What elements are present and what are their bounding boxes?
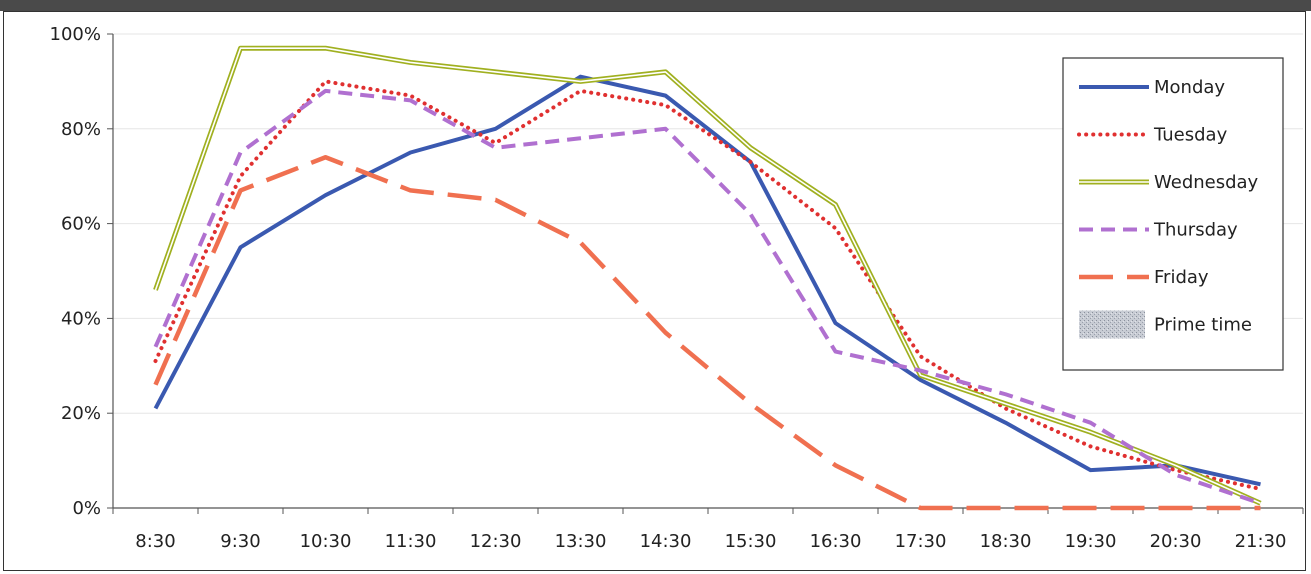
y-tick-label: 0% xyxy=(72,498,101,519)
legend-item-prime-time: Prime time xyxy=(1079,310,1252,339)
x-tick-label: 18:30 xyxy=(980,531,1032,552)
chart-border xyxy=(3,11,1306,571)
legend-label: Monday xyxy=(1154,77,1225,98)
y-axis-ticks: 0% 20% 40% 60% 80% 100% xyxy=(50,24,113,519)
y-tick-label: 100% xyxy=(50,24,101,45)
legend-swatch-pattern xyxy=(1079,310,1145,339)
x-tick-label: 12:30 xyxy=(470,531,522,552)
series-line-inner xyxy=(154,47,1261,504)
series-line xyxy=(153,154,1261,511)
x-tick-label: 13:30 xyxy=(555,531,607,552)
legend-label: Tuesday xyxy=(1153,125,1228,146)
legend-item-thursday: Thursday xyxy=(1079,220,1238,241)
y-tick-label: 40% xyxy=(61,308,101,329)
series-tuesday xyxy=(153,79,1263,492)
x-axis-ticks: 8:30 9:30 10:30 11:30 12:30 13:30 14:30 15:30 16… xyxy=(112,508,1304,552)
series-line xyxy=(153,88,1262,506)
series-monday xyxy=(153,74,1261,487)
x-tick-label: 8:30 xyxy=(135,531,175,552)
legend-label: Wednesday xyxy=(1154,172,1259,193)
legend-label: Friday xyxy=(1154,267,1209,288)
legend-label: Thursday xyxy=(1153,220,1238,241)
caption-bar xyxy=(0,0,1311,11)
y-tick-label: 20% xyxy=(61,403,101,424)
y-tick-label: 80% xyxy=(61,119,101,140)
series-friday xyxy=(153,154,1261,511)
x-tick-label: 10:30 xyxy=(300,531,352,552)
legend-item-tuesday: Tuesday xyxy=(1077,125,1228,146)
series-line xyxy=(153,74,1261,487)
x-tick-label: 17:30 xyxy=(895,531,947,552)
legend: Monday Tuesday Wednesday Thursday Friday Prim… xyxy=(1062,57,1284,371)
x-tick-label: 14:30 xyxy=(640,531,692,552)
x-tick-label: 21:30 xyxy=(1235,531,1287,552)
legend-item-monday: Monday xyxy=(1079,77,1225,98)
series-layer xyxy=(153,45,1263,511)
x-tick-label: 16:30 xyxy=(810,531,862,552)
x-tick-label: 19:30 xyxy=(1065,531,1117,552)
legend-label: Prime time xyxy=(1154,315,1252,336)
x-tick-label: 15:30 xyxy=(725,531,777,552)
y-tick-label: 60% xyxy=(61,214,101,235)
legend-item-wednesday: Wednesday xyxy=(1079,172,1259,193)
legend-item-friday: Friday xyxy=(1079,267,1209,288)
series-line xyxy=(153,79,1263,492)
x-tick-label: 20:30 xyxy=(1150,531,1202,552)
series-thursday xyxy=(153,88,1262,506)
x-tick-label: 9:30 xyxy=(220,531,260,552)
x-tick-label: 11:30 xyxy=(385,531,437,552)
